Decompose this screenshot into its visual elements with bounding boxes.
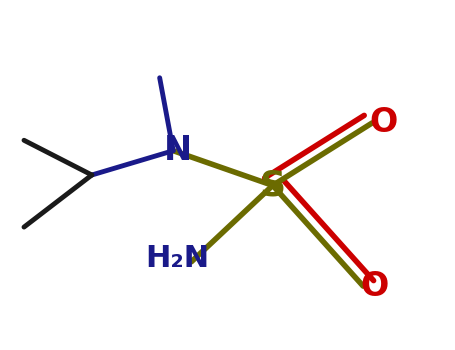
- Text: N: N: [164, 134, 192, 167]
- Text: H₂N: H₂N: [146, 244, 210, 273]
- Text: S: S: [260, 168, 286, 202]
- Text: O: O: [369, 106, 398, 139]
- Text: O: O: [360, 270, 389, 303]
